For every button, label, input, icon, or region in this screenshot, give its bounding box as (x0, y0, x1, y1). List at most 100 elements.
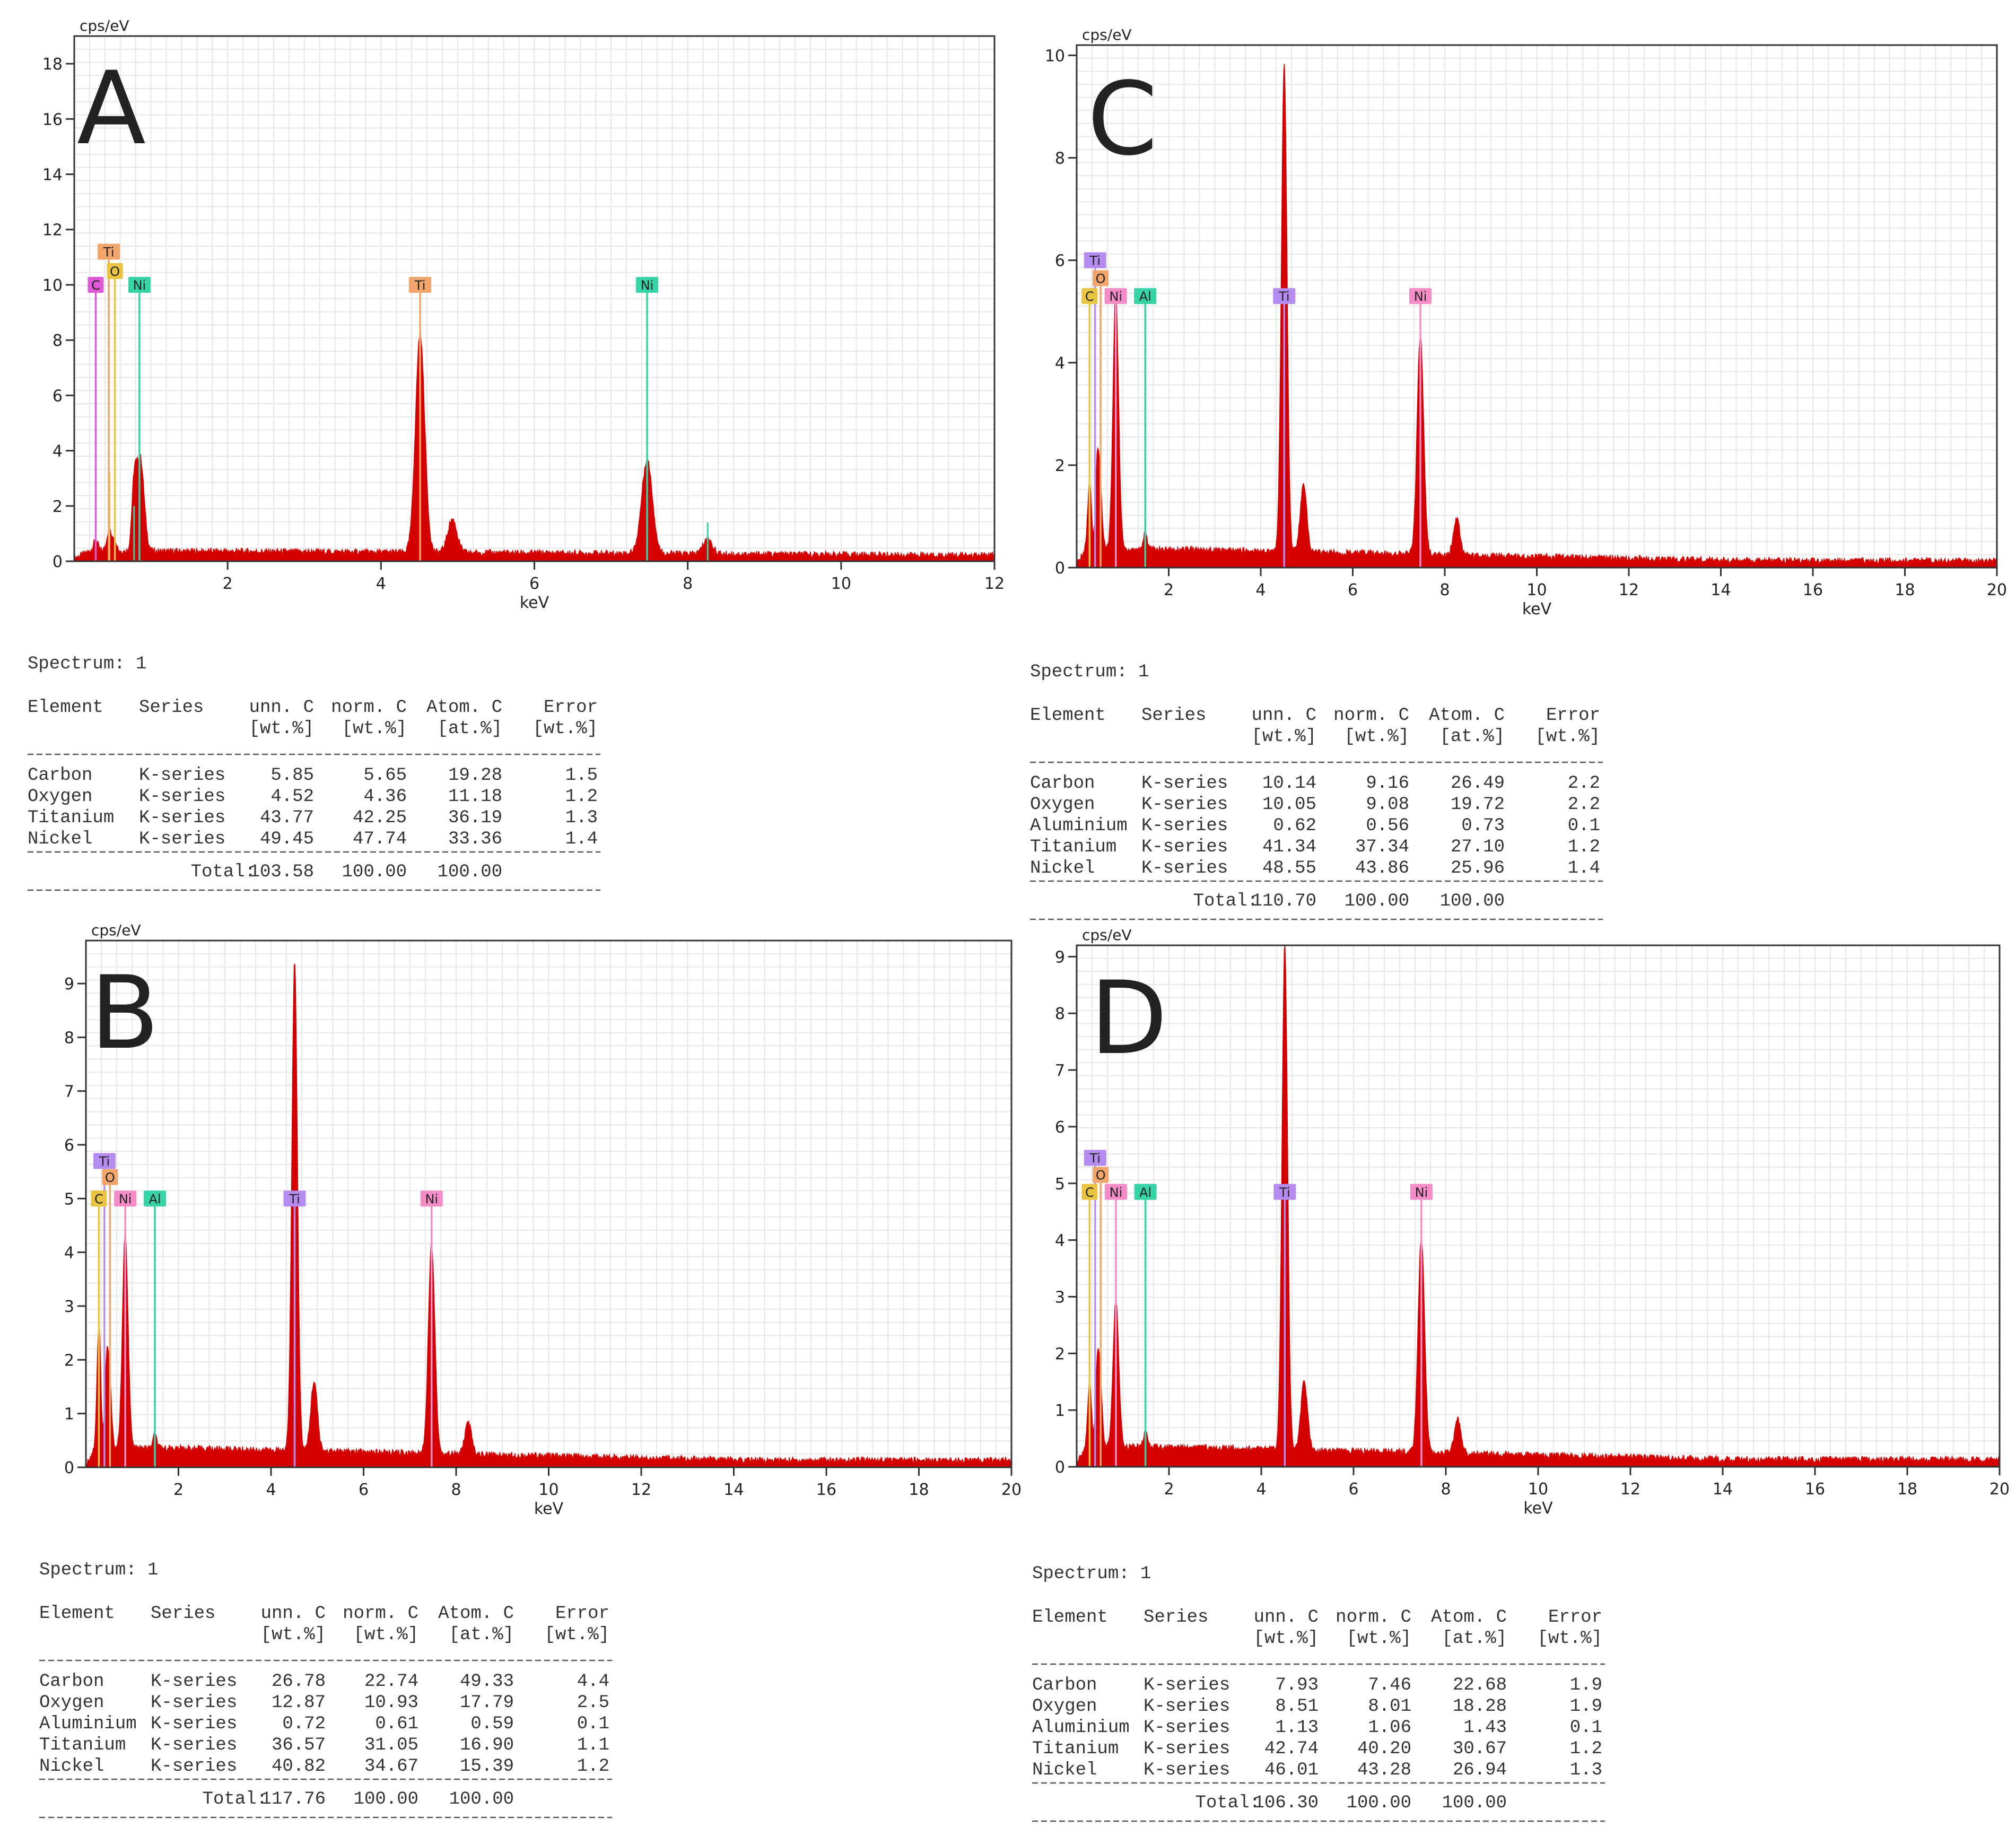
table-cell: K-series (1144, 1760, 1230, 1780)
table-row: Aluminium K-series 1.13 1.06 1.43 0.1 (1032, 1718, 1602, 1738)
x-tick-label: 14 (1713, 1480, 1733, 1499)
table-cell: 0.1 (577, 1714, 609, 1734)
y-tick-label: 6 (1055, 1118, 1065, 1137)
x-axis-label: keV (1522, 600, 1552, 619)
element-marker: Ni (128, 276, 151, 561)
x-tick-label: 12 (631, 1481, 651, 1499)
table-row: Carbon K-series 5.85 5.65 19.28 1.5 (28, 765, 598, 786)
table-row: Oxygen K-series 10.05 9.08 19.72 2.2 (1030, 795, 1600, 815)
x-tick-label: 4 (1256, 1480, 1266, 1499)
table-cell: 43.77 (260, 808, 314, 828)
y-tick-label: 8 (64, 1029, 74, 1047)
table-total-cell: Total: (1193, 891, 1258, 911)
y-tick-label: 4 (1055, 1232, 1065, 1250)
y-tick-label: 1 (64, 1405, 74, 1424)
table-cell: 1.1 (577, 1735, 609, 1755)
y-tick-label: 18 (42, 55, 63, 74)
table-total-cell: 100.00 (1442, 1793, 1507, 1813)
table-cell: 4.36 (363, 787, 407, 807)
element-tag (1134, 288, 1157, 304)
table-cell: K-series (151, 1735, 237, 1755)
element-label: O (1096, 271, 1106, 286)
element-tag (1273, 1184, 1296, 1200)
grid (74, 36, 995, 561)
table-cell: 33.36 (448, 829, 502, 849)
x-axis-label: keV (1523, 1499, 1553, 1518)
table-header-cell: Element (39, 1604, 115, 1624)
element-marker: Ti (1084, 252, 1106, 568)
element-marker: C (1081, 288, 1098, 568)
element-tag (102, 1169, 118, 1185)
x-tick-label: 2 (1164, 1480, 1174, 1499)
table-cell: K-series (151, 1756, 237, 1777)
table-cell: 17.79 (460, 1693, 514, 1713)
table-header-cell: Atom. C (426, 698, 502, 718)
y-tick-label: 3 (1055, 1288, 1065, 1307)
element-label: Ti (1089, 1151, 1101, 1166)
table-total-cell: 100.00 (354, 1789, 418, 1809)
table-cell: 0.61 (375, 1714, 418, 1734)
x-tick-label: 8 (683, 575, 693, 593)
panel-letter: C (1087, 60, 1158, 178)
element-marker: Ti (93, 1153, 116, 1467)
table-cell: 1.4 (1568, 858, 1600, 878)
table-cell: Oxygen (28, 787, 92, 807)
element-tag (283, 1190, 306, 1207)
table-total-cell: 100.00 (1347, 1793, 1411, 1813)
table-cell: Carbon (39, 1672, 104, 1692)
table-total-cell: Total: (1195, 1793, 1260, 1813)
table-cell: K-series (151, 1672, 237, 1692)
table-cell: Nickel (28, 829, 92, 849)
table-cell: Titanium (1030, 837, 1116, 857)
table-total-cell: 110.70 (1252, 891, 1316, 911)
table-cell: K-series (139, 787, 225, 807)
table-cell: 0.62 (1273, 816, 1316, 836)
element-label: Ti (103, 245, 115, 259)
table-cell: 7.93 (1275, 1675, 1319, 1695)
table-cell: K-series (139, 765, 225, 786)
results-table-d: Spectrum: 1 Element Series unn. C norm. C Ato… (1032, 1564, 1605, 1822)
x-tick-label: 4 (1255, 581, 1266, 599)
table-cell: 43.86 (1355, 858, 1409, 878)
table-cell: 9.16 (1366, 773, 1409, 794)
element-label: Ti (414, 278, 426, 293)
x-tick-label: 8 (451, 1481, 461, 1499)
table-cell: 19.72 (1451, 795, 1505, 815)
table-header-cell: Error (555, 1604, 609, 1624)
element-tag (1093, 1167, 1109, 1183)
y-tick-label: 0 (1055, 1458, 1065, 1477)
x-tick-label: 14 (1710, 581, 1731, 599)
table-header-cell: norm. C (343, 1604, 418, 1624)
table-cell: K-series (139, 808, 225, 828)
element-label: Ti (1278, 289, 1290, 304)
x-tick-label: 10 (1526, 581, 1547, 599)
spectrum-label: Spectrum: 1 (39, 1560, 158, 1580)
table-cell: Oxygen (39, 1693, 104, 1713)
table-cell: 0.1 (1570, 1718, 1602, 1738)
table-cell: Nickel (1032, 1760, 1097, 1780)
table-row: Oxygen K-series 12.87 10.93 17.79 2.5 (39, 1693, 609, 1713)
element-marker: O (102, 1169, 118, 1467)
spectrum-chart-a: C Ti O Ni Ti Ni 0 2 4 6 8 10 12 14 16 18 2 4 6 8 10 12 keV cps/… (42, 17, 1005, 612)
y-tick-label: 9 (1055, 948, 1065, 967)
element-marker: O (107, 263, 123, 561)
element-tag (1273, 288, 1296, 304)
y-tick-label: 3 (64, 1298, 74, 1316)
table-cell: Nickel (39, 1756, 104, 1777)
table-cell: 40.82 (272, 1756, 326, 1777)
table-cell: 5.65 (363, 765, 407, 786)
grid (1077, 945, 2000, 1467)
panel-letter: A (77, 50, 146, 167)
table-cell: 2.2 (1568, 773, 1600, 794)
table-cell: 10.05 (1262, 795, 1316, 815)
y-tick-label: 8 (53, 332, 63, 350)
spectrum-area (1076, 945, 2000, 1467)
spectrum-label: Spectrum: 1 (1030, 662, 1149, 682)
table-row: Titanium K-series 41.34 37.34 27.10 1.2 (1030, 837, 1600, 857)
x-tick-label: 16 (1805, 1480, 1825, 1499)
table-cell: K-series (1144, 1739, 1230, 1759)
x-axis-label: keV (520, 594, 549, 612)
table-cell: 26.49 (1451, 773, 1505, 794)
